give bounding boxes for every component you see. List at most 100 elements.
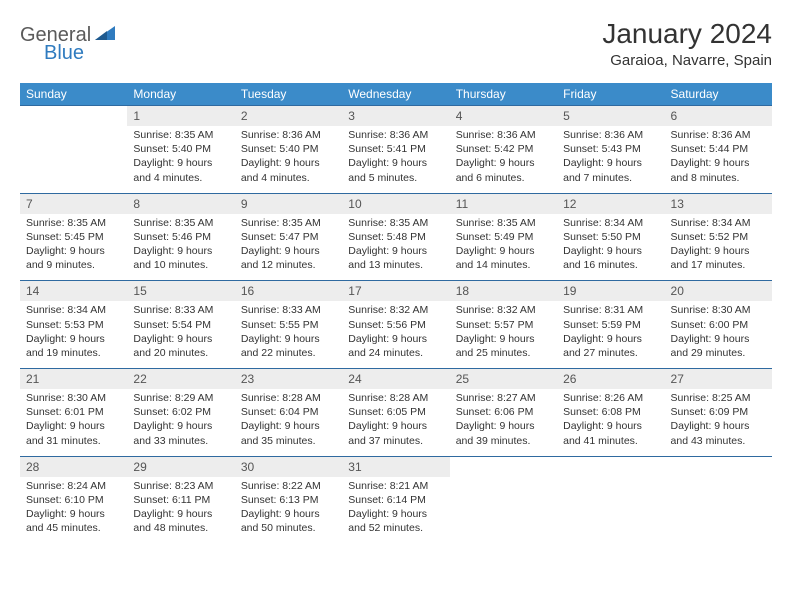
day-number-cell: 6 bbox=[665, 106, 772, 127]
day-number-cell: 12 bbox=[557, 193, 664, 214]
daylight-line: Daylight: 9 hours and 41 minutes. bbox=[563, 420, 642, 446]
sunset-line: Sunset: 5:56 PM bbox=[348, 319, 426, 331]
sunset-line: Sunset: 6:14 PM bbox=[348, 494, 426, 506]
weekday-header-row: SundayMondayTuesdayWednesdayThursdayFrid… bbox=[20, 83, 772, 106]
sunset-line: Sunset: 5:50 PM bbox=[563, 231, 641, 243]
day-info-row: Sunrise: 8:35 AM Sunset: 5:40 PM Daylight:… bbox=[20, 126, 772, 193]
sunset-line: Sunset: 5:40 PM bbox=[133, 143, 211, 155]
sunrise-line: Sunrise: 8:36 AM bbox=[456, 129, 536, 141]
day-info-cell: Sunrise: 8:33 AMSunset: 5:54 PMDaylight:… bbox=[127, 301, 234, 368]
day-info-cell: Sunrise: 8:32 AMSunset: 5:56 PMDaylight:… bbox=[342, 301, 449, 368]
daylight-line: Daylight: 9 hours and 13 minutes. bbox=[348, 245, 427, 271]
day-info-row: Sunrise: 8:24 AM Sunset: 6:10 PM Daylight:… bbox=[20, 477, 772, 544]
daylight-line: Daylight: 9 hours and 6 minutes. bbox=[456, 157, 535, 183]
day-number-cell: 25 bbox=[450, 369, 557, 390]
sunset-line: Sunset: 5:44 PM bbox=[671, 143, 749, 155]
day-number-cell: 30 bbox=[235, 456, 342, 477]
sunset-line: Sunset: 5:45 PM bbox=[26, 231, 104, 243]
daylight-line: Daylight: 9 hours and 43 minutes. bbox=[671, 420, 750, 446]
sunset-line: Sunset: 5:47 PM bbox=[241, 231, 319, 243]
daylight-line: Daylight: 9 hours and 24 minutes. bbox=[348, 333, 427, 359]
sunrise-line: Sunrise: 8:36 AM bbox=[563, 129, 643, 141]
logo-text-blue: Blue bbox=[44, 42, 84, 65]
calendar-table: SundayMondayTuesdayWednesdayThursdayFrid… bbox=[20, 83, 772, 543]
day-info-cell: Sunrise: 8:22 AMSunset: 6:13 PMDaylight:… bbox=[235, 477, 342, 544]
day-info-cell: Sunrise: 8:25 AMSunset: 6:09 PMDaylight:… bbox=[665, 389, 772, 456]
day-info-cell: Sunrise: 8:36 AMSunset: 5:41 PMDaylight:… bbox=[342, 126, 449, 193]
sunset-line: Sunset: 6:08 PM bbox=[563, 406, 641, 418]
sunrise-line: Sunrise: 8:35 AM bbox=[133, 217, 213, 229]
day-info-cell: Sunrise: 8:27 AMSunset: 6:06 PMDaylight:… bbox=[450, 389, 557, 456]
sunrise-line: Sunrise: 8:35 AM bbox=[26, 217, 106, 229]
daylight-line: Daylight: 9 hours and 25 minutes. bbox=[456, 333, 535, 359]
sunset-line: Sunset: 5:55 PM bbox=[241, 319, 319, 331]
sunset-line: Sunset: 5:46 PM bbox=[133, 231, 211, 243]
sunset-line: Sunset: 5:43 PM bbox=[563, 143, 641, 155]
sunset-line: Sunset: 6:11 PM bbox=[133, 494, 210, 506]
sunset-line: Sunset: 6:04 PM bbox=[241, 406, 319, 418]
day-number-cell: 7 bbox=[20, 193, 127, 214]
day-number-cell bbox=[450, 456, 557, 477]
sunset-line: Sunset: 6:02 PM bbox=[133, 406, 211, 418]
day-number-cell: 22 bbox=[127, 369, 234, 390]
sunrise-line: Sunrise: 8:35 AM bbox=[133, 129, 213, 141]
day-info-row: Sunrise: 8:30 AM Sunset: 6:01 PM Daylight:… bbox=[20, 389, 772, 456]
daylight-line: Daylight: 9 hours and 16 minutes. bbox=[563, 245, 642, 271]
daylight-line: Daylight: 9 hours and 7 minutes. bbox=[563, 157, 642, 183]
daylight-line: Daylight: 9 hours and 50 minutes. bbox=[241, 508, 320, 534]
sunset-line: Sunset: 6:01 PM bbox=[26, 406, 104, 418]
daylight-line: Daylight: 9 hours and 14 minutes. bbox=[456, 245, 535, 271]
day-number-cell: 28 bbox=[20, 456, 127, 477]
day-info-cell: Sunrise: 8:31 AMSunset: 5:59 PMDaylight:… bbox=[557, 301, 664, 368]
daylight-line: Daylight: 9 hours and 9 minutes. bbox=[26, 245, 105, 271]
day-number-cell: 9 bbox=[235, 193, 342, 214]
sunset-line: Sunset: 5:52 PM bbox=[671, 231, 749, 243]
sunrise-line: Sunrise: 8:26 AM bbox=[563, 392, 643, 404]
day-info-cell: Sunrise: 8:26 AM Sunset: 6:08 PM Daylight:… bbox=[557, 389, 664, 456]
daylight-line: Daylight: 9 hours and 5 minutes. bbox=[348, 157, 427, 183]
daylight-line: Daylight: 9 hours and 48 minutes. bbox=[133, 508, 212, 534]
day-number-cell: 4 bbox=[450, 106, 557, 127]
day-number-cell bbox=[20, 106, 127, 127]
daylight-line: Daylight: 9 hours and 10 minutes. bbox=[133, 245, 212, 271]
sunrise-line: Sunrise: 8:28 AM bbox=[348, 392, 428, 404]
sunrise-line: Sunrise: 8:31 AM bbox=[563, 304, 643, 316]
daylight-line: Daylight: 9 hours and 52 minutes. bbox=[348, 508, 427, 534]
sunrise-line: Sunrise: 8:24 AM bbox=[26, 480, 106, 492]
logo-triangle-icon bbox=[95, 24, 117, 47]
sunrise-line: Sunrise: 8:30 AM bbox=[26, 392, 106, 404]
daylight-line: Daylight: 9 hours and 17 minutes. bbox=[671, 245, 750, 271]
sunset-line: Sunset: 5:41 PM bbox=[348, 143, 426, 155]
weekday-header: Wednesday bbox=[342, 83, 449, 106]
sunset-line: Sunset: 5:54 PM bbox=[133, 319, 211, 331]
sunset-line: Sunset: 5:42 PM bbox=[456, 143, 534, 155]
day-number-cell: 3 bbox=[342, 106, 449, 127]
sunset-line: Sunset: 6:10 PM bbox=[26, 494, 104, 506]
header: General January 2024 Garaioa, Navarre, S… bbox=[20, 18, 772, 69]
day-info-cell: Sunrise: 8:24 AMSunset: 6:10 PMDaylight:… bbox=[20, 477, 127, 544]
day-info-cell: Sunrise: 8:35 AM Sunset: 5:45 PM Daylight:… bbox=[20, 214, 127, 281]
daylight-line: Daylight: 9 hours and 8 minutes. bbox=[671, 157, 750, 183]
day-number-cell: 16 bbox=[235, 281, 342, 302]
weekday-header: Tuesday bbox=[235, 83, 342, 106]
sunrise-line: Sunrise: 8:36 AM bbox=[671, 129, 751, 141]
sunrise-line: Sunrise: 8:32 AM bbox=[456, 304, 536, 316]
sunrise-line: Sunrise: 8:29 AM bbox=[133, 392, 213, 404]
day-info-cell bbox=[665, 477, 772, 544]
weekday-header: Monday bbox=[127, 83, 234, 106]
day-info-cell: Sunrise: 8:35 AM Sunset: 5:46 PM Daylight:… bbox=[127, 214, 234, 281]
sunrise-line: Sunrise: 8:35 AM bbox=[348, 217, 428, 229]
day-number-cell: 2 bbox=[235, 106, 342, 127]
sunset-line: Sunset: 6:09 PM bbox=[671, 406, 749, 418]
weekday-header: Saturday bbox=[665, 83, 772, 106]
day-info-cell: Sunrise: 8:35 AMSunset: 5:49 PMDaylight:… bbox=[450, 214, 557, 281]
sunrise-line: Sunrise: 8:30 AM bbox=[671, 304, 751, 316]
day-info-cell: Sunrise: 8:35 AMSunset: 5:48 PMDaylight:… bbox=[342, 214, 449, 281]
day-info-cell: Sunrise: 8:30 AMSunset: 6:01 PMDaylight:… bbox=[20, 389, 127, 456]
day-number-row: 14151617181920 bbox=[20, 281, 772, 302]
sunrise-line: Sunrise: 8:34 AM bbox=[671, 217, 751, 229]
sunrise-line: Sunrise: 8:35 AM bbox=[241, 217, 321, 229]
weekday-header: Thursday bbox=[450, 83, 557, 106]
weekday-header: Sunday bbox=[20, 83, 127, 106]
day-number-cell: 17 bbox=[342, 281, 449, 302]
